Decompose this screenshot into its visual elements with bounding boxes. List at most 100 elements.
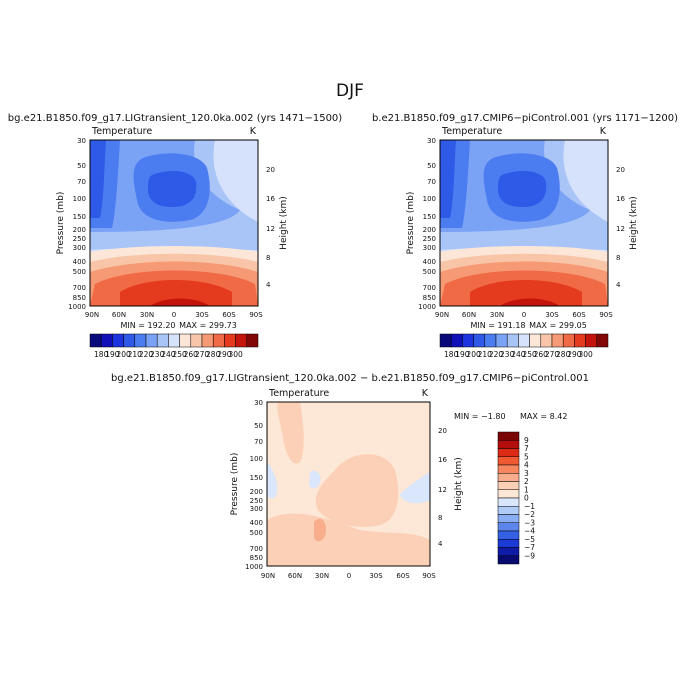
figure-title: DJF <box>336 81 364 101</box>
colorbar-swatch <box>212 333 225 348</box>
colorbar-swatch <box>518 333 530 348</box>
colorbar-swatch <box>495 333 508 348</box>
colorbar-label: 290 <box>217 350 232 359</box>
colorbar-label: 290 <box>567 350 582 359</box>
y-tick-label: 150 <box>73 213 86 221</box>
colorbar-label: −2 <box>524 510 535 519</box>
colorbar-swatch <box>462 333 474 348</box>
colorbar-label: −9 <box>524 551 535 560</box>
colorbar-label: 9 <box>524 436 529 445</box>
colorbar-swatch <box>497 547 520 556</box>
x-tick-label: 90S <box>422 572 436 580</box>
y-tick-label: 850 <box>423 294 436 302</box>
units-label: K <box>250 126 257 137</box>
y-right-tick-labels: 20 16 12 8 4 <box>266 166 275 289</box>
max-label: MAX = 299.05 <box>529 321 587 330</box>
height-tick-label: 4 <box>438 540 443 548</box>
panel-difference: bg.e21.B1850.f09_g17.LIGtransient_120.0k… <box>111 373 589 580</box>
colorbar-label: 210 <box>128 350 143 359</box>
colorbar-label: 3 <box>524 469 529 478</box>
x-tick-label: 60S <box>572 311 586 319</box>
y-tick-label: 30 <box>254 399 263 407</box>
colorbar-swatch <box>224 333 236 348</box>
panel-title: b.e21.B1850.f09_g17.CMIP6−piControl.001 … <box>372 113 678 124</box>
colorbar-swatch <box>156 333 169 348</box>
colorbar-swatch <box>246 333 259 348</box>
colorbar-swatch <box>562 333 575 348</box>
min-label: MIN = 192.20 <box>120 321 175 330</box>
y-tick-label: 500 <box>73 268 86 276</box>
colorbar-swatch <box>497 555 520 565</box>
y-tick-label: 100 <box>73 195 86 203</box>
colorbar-swatch <box>497 489 520 499</box>
colorbar-label: 1 <box>524 485 529 494</box>
height-tick-label: 20 <box>616 166 625 174</box>
x-tick-label: 90S <box>599 311 613 319</box>
colorbar-label: 260 <box>534 350 549 359</box>
y-tick-label: 70 <box>427 178 436 186</box>
x-tick-label: 90N <box>435 311 449 319</box>
y-tick-label: 850 <box>250 554 263 562</box>
colorbar-label: 270 <box>545 350 560 359</box>
colorbar-label: 300 <box>228 350 243 359</box>
colorbar-label: 250 <box>172 350 187 359</box>
height-tick-label: 12 <box>266 225 275 233</box>
x-tick-label: 60S <box>222 311 236 319</box>
x-tick-labels: 90N 60N 30N 0 30S 60S 90S <box>261 572 436 580</box>
y-tick-label: 400 <box>423 258 436 266</box>
colorbar-swatch <box>497 497 520 507</box>
x-tick-label: 60N <box>462 311 476 319</box>
y-tick-label: 700 <box>250 545 263 553</box>
min-label: MIN = −1.80 <box>454 412 506 421</box>
y-tick-label: 250 <box>73 235 86 243</box>
colorbar-swatch <box>190 333 203 348</box>
y-tick-label: 300 <box>250 505 263 513</box>
colorbar-swatch <box>450 333 463 348</box>
y-tick-label: 70 <box>254 438 263 446</box>
colorbar-label: 230 <box>150 350 165 359</box>
difference-title: bg.e21.B1850.f09_g17.LIGtransient_120.0k… <box>111 373 589 384</box>
colorbar-swatch <box>585 333 598 348</box>
colorbar-label: 210 <box>478 350 493 359</box>
height-tick-label: 8 <box>616 254 620 262</box>
colorbar-swatch <box>497 514 520 523</box>
height-tick-label: 4 <box>266 281 271 289</box>
y-tick-label: 400 <box>250 519 263 527</box>
height-tick-label: 20 <box>438 427 447 435</box>
colorbar-swatch <box>497 530 520 540</box>
x-tick-labels: 90N 60N 30N 0 30S 60S 90S <box>85 311 263 319</box>
y-tick-label: 1000 <box>245 563 263 571</box>
y-tick-label: 500 <box>250 529 263 537</box>
colorbar-label: 280 <box>556 350 571 359</box>
contour-field <box>90 140 258 306</box>
y-tick-label: 250 <box>250 497 263 505</box>
y-tick-label: 30 <box>427 137 436 145</box>
colorbar-label: 240 <box>511 350 526 359</box>
colorbar-label: 240 <box>161 350 176 359</box>
colorbar-swatch <box>506 333 519 348</box>
colorbar-label: 7 <box>524 444 529 453</box>
y-axis-label: Pressure (mb) <box>56 192 66 255</box>
colorbar-label: 220 <box>139 350 154 359</box>
x-tick-label: 90N <box>261 572 275 580</box>
panel-picontrol: b.e21.B1850.f09_g17.CMIP6−piControl.001 … <box>372 113 678 359</box>
colorbar-label: −7 <box>524 543 535 552</box>
height-tick-label: 20 <box>266 166 275 174</box>
height-tick-label: 4 <box>616 281 621 289</box>
colorbar-swatch <box>484 333 497 348</box>
x-tick-label: 90N <box>85 311 99 319</box>
height-tick-label: 16 <box>616 195 625 203</box>
colorbar-swatch <box>529 333 542 348</box>
x-tick-label: 0 <box>522 311 526 319</box>
colorbar-swatch <box>179 333 192 348</box>
x-tick-label: 30N <box>140 311 154 319</box>
colorbar-label: −3 <box>524 518 535 527</box>
colorbar-label: −5 <box>524 535 535 544</box>
x-tick-labels: 90N 60N 30N 0 30S 60S 90S <box>435 311 613 319</box>
units-label: K <box>422 388 429 399</box>
height-tick-label: 8 <box>438 514 442 522</box>
colorbar-label: 230 <box>500 350 515 359</box>
panel-title: bg.e21.B1850.f09_g17.LIGtransient_120.0k… <box>8 113 342 124</box>
